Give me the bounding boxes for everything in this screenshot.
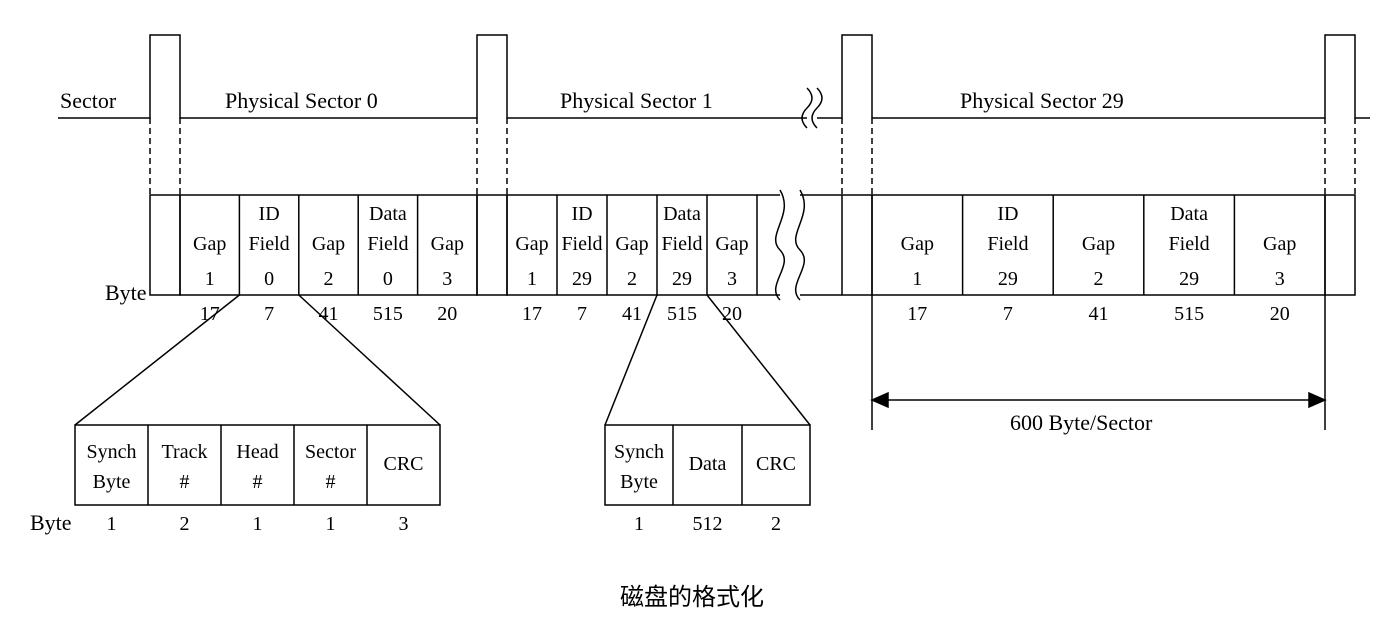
s1-c4-mid: Gap — [715, 233, 748, 255]
s0-c1-top: ID — [259, 203, 280, 225]
s0-c3-top: Data — [369, 203, 407, 225]
s1-c3-top: Data — [663, 203, 701, 225]
id-c2-l2: # — [253, 471, 263, 493]
s1-c1-top: ID — [571, 203, 592, 225]
s29-c0-bytes: 17 — [907, 303, 927, 325]
s1-c2-bot: 2 — [627, 268, 637, 290]
s29-c1-bot: 29 — [998, 268, 1018, 290]
s29-c4-bot: 3 — [1275, 268, 1285, 290]
id-c1-l2: # — [180, 471, 190, 493]
id-c4-l1: CRC — [383, 453, 423, 475]
s1-c2-bytes: 41 — [622, 303, 642, 325]
sector-label: Sector — [60, 88, 117, 113]
s1-c1-bot: 29 — [572, 268, 592, 290]
pulse-row: Sector Physical Sector 0 Physical Sector… — [58, 35, 1370, 128]
byte-label-id: Byte — [30, 510, 72, 535]
s29-c1-top: ID — [997, 203, 1018, 225]
s29-c3-bot: 29 — [1179, 268, 1199, 290]
s0-c0-bytes: 17 — [200, 303, 220, 325]
main-row: Gap 1 17 ID Field 0 7 Gap 2 41 Data Fiel… — [105, 190, 1355, 325]
id-c0-l1: Synch — [87, 441, 137, 463]
s0-c2-bot: 2 — [324, 268, 334, 290]
data-detail: Synch Byte 1 Data 512 CRC 2 — [605, 425, 810, 535]
s29-c0-bot: 1 — [912, 268, 922, 290]
s0-c1-bytes: 7 — [264, 303, 274, 325]
byte-per-sector-label: 600 Byte/Sector — [1010, 410, 1153, 435]
id-c1-b: 2 — [180, 513, 190, 535]
dd-c1-b: 512 — [693, 513, 723, 535]
dd-c2-l1: CRC — [756, 453, 796, 475]
id-c3-l2: # — [326, 471, 336, 493]
s29-c4-mid: Gap — [1263, 233, 1296, 255]
s0-c0-mid: Gap — [193, 233, 226, 255]
id-c2-l1: Head — [236, 441, 278, 463]
s29-c2-bytes: 41 — [1089, 303, 1109, 325]
s1-c0-bot: 1 — [527, 268, 537, 290]
s29-c0-mid: Gap — [901, 233, 934, 255]
s0-c3-bot: 0 — [383, 268, 393, 290]
id-c0-l2: Byte — [93, 471, 131, 493]
dd-c1-l1: Data — [689, 453, 727, 475]
s29-c3-mid: Field — [1169, 233, 1210, 255]
s0-c0-bot: 1 — [205, 268, 215, 290]
id-c2-b: 1 — [253, 513, 263, 535]
s29-c1-bytes: 7 — [1003, 303, 1013, 325]
physical-sector-29-label: Physical Sector 29 — [960, 88, 1124, 113]
s1-c1-mid: Field — [561, 233, 602, 255]
s1-c0-mid: Gap — [515, 233, 548, 255]
s1-c2-mid: Gap — [615, 233, 648, 255]
s1-c4-bytes: 20 — [722, 303, 742, 325]
s0-c4-mid: Gap — [431, 233, 464, 255]
s29-c1-mid: Field — [987, 233, 1028, 255]
diagram-title: 磁盘的格式化 — [620, 584, 764, 611]
physical-sector-1-label: Physical Sector 1 — [560, 88, 713, 113]
pulse-break — [802, 88, 822, 128]
s1-c3-mid: Field — [661, 233, 702, 255]
s29-c3-top: Data — [1170, 203, 1208, 225]
id-c4-b: 3 — [399, 513, 409, 535]
s0-c3-bytes: 515 — [373, 303, 403, 325]
s29-c2-bot: 2 — [1094, 268, 1104, 290]
byte-label-main: Byte — [105, 280, 147, 305]
id-c0-b: 1 — [107, 513, 117, 535]
s0-c1-bot: 0 — [264, 268, 274, 290]
s29-c3-bytes: 515 — [1174, 303, 1204, 325]
s0-c3-mid: Field — [367, 233, 408, 255]
main-row-break — [757, 190, 842, 300]
s0-c1-mid: Field — [249, 233, 290, 255]
s1-c3-bytes: 515 — [667, 303, 697, 325]
id-c3-l1: Sector — [305, 441, 356, 463]
s0-c2-mid: Gap — [312, 233, 345, 255]
s1-c4-bot: 3 — [727, 268, 737, 290]
dd-c0-l2: Byte — [620, 471, 658, 493]
id-c1-l1: Track — [162, 441, 208, 463]
s0-c4-bytes: 20 — [437, 303, 457, 325]
physical-sector-0-label: Physical Sector 0 — [225, 88, 378, 113]
s1-c1-bytes: 7 — [577, 303, 587, 325]
s1-c3-bot: 29 — [672, 268, 692, 290]
id-detail: Synch Byte 1 Track # 2 Head # 1 Sector #… — [30, 425, 440, 535]
disk-format-diagram: Sector Physical Sector 0 Physical Sector… — [0, 0, 1379, 642]
dd-c0-l1: Synch — [614, 441, 664, 463]
dd-c2-b: 2 — [771, 513, 781, 535]
s29-c4-bytes: 20 — [1270, 303, 1290, 325]
dd-c0-b: 1 — [634, 513, 644, 535]
dashed-connectors — [150, 118, 1355, 195]
s1-c0-bytes: 17 — [522, 303, 542, 325]
s0-c4-bot: 3 — [442, 268, 452, 290]
s29-c2-mid: Gap — [1082, 233, 1115, 255]
id-c3-b: 1 — [326, 513, 336, 535]
